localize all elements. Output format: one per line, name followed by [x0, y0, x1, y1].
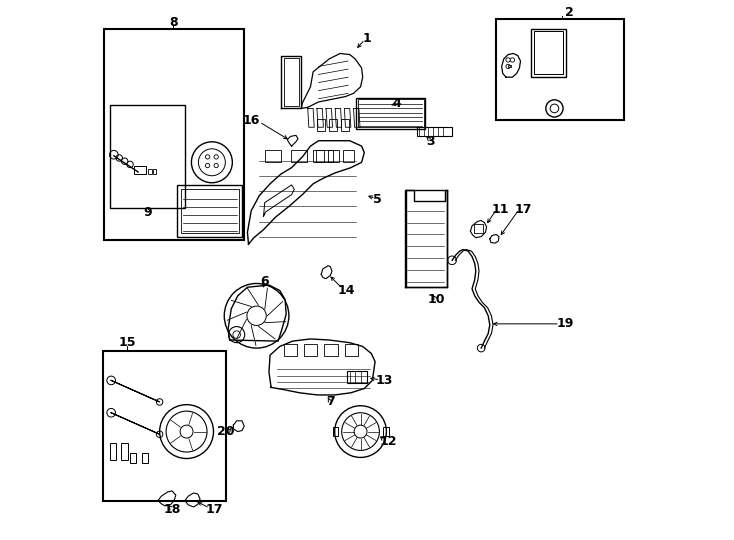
Polygon shape — [247, 141, 364, 244]
Polygon shape — [501, 53, 520, 77]
Text: 14: 14 — [338, 284, 355, 297]
Bar — [531, 29, 566, 77]
Bar — [496, 19, 625, 120]
Bar — [356, 98, 425, 129]
Bar — [324, 345, 338, 356]
Text: 10: 10 — [427, 293, 445, 306]
Text: 9: 9 — [143, 206, 152, 219]
Text: 13: 13 — [376, 374, 393, 387]
Bar — [344, 151, 354, 163]
Bar — [103, 351, 226, 501]
Bar — [508, 65, 512, 68]
Bar — [130, 453, 137, 463]
Bar — [346, 372, 367, 383]
Bar — [341, 119, 349, 131]
Bar — [304, 345, 317, 356]
Bar — [283, 345, 297, 356]
Bar — [313, 151, 324, 163]
Bar — [104, 29, 244, 240]
Bar — [178, 185, 242, 237]
Bar — [181, 188, 239, 233]
Circle shape — [510, 58, 515, 62]
Text: 7: 7 — [326, 395, 335, 408]
Polygon shape — [301, 53, 363, 109]
Text: 2: 2 — [564, 6, 573, 19]
Text: 17: 17 — [206, 503, 223, 516]
Text: 19: 19 — [556, 318, 574, 330]
Text: 17: 17 — [515, 203, 532, 216]
Text: 4: 4 — [392, 97, 401, 110]
Text: 16: 16 — [242, 114, 260, 127]
Bar — [383, 427, 388, 436]
Text: 20: 20 — [217, 425, 235, 438]
Bar — [121, 443, 128, 460]
Bar — [148, 168, 152, 174]
Bar — [333, 427, 338, 436]
Bar — [134, 165, 146, 174]
Bar — [109, 443, 116, 460]
Polygon shape — [404, 190, 447, 287]
Bar — [316, 151, 333, 163]
Bar — [109, 105, 185, 208]
Text: 8: 8 — [169, 16, 178, 29]
Text: 12: 12 — [379, 435, 397, 448]
Bar — [417, 127, 451, 137]
Bar — [265, 151, 281, 163]
Bar — [317, 119, 325, 131]
Text: 15: 15 — [119, 336, 136, 349]
Text: 3: 3 — [426, 136, 435, 148]
Bar — [330, 119, 337, 131]
Bar — [534, 31, 563, 75]
Circle shape — [506, 64, 510, 69]
Text: 6: 6 — [261, 275, 269, 288]
Bar — [345, 345, 358, 356]
Polygon shape — [228, 285, 286, 341]
Text: 1: 1 — [363, 32, 371, 45]
Bar — [142, 453, 148, 463]
Bar — [328, 151, 339, 163]
Bar — [358, 99, 424, 127]
Bar — [291, 151, 307, 163]
Text: 18: 18 — [164, 503, 181, 516]
Circle shape — [506, 58, 510, 62]
Bar — [473, 224, 484, 233]
Text: 11: 11 — [492, 203, 509, 216]
Text: 5: 5 — [374, 193, 382, 206]
Polygon shape — [269, 339, 375, 395]
Bar — [153, 168, 156, 174]
